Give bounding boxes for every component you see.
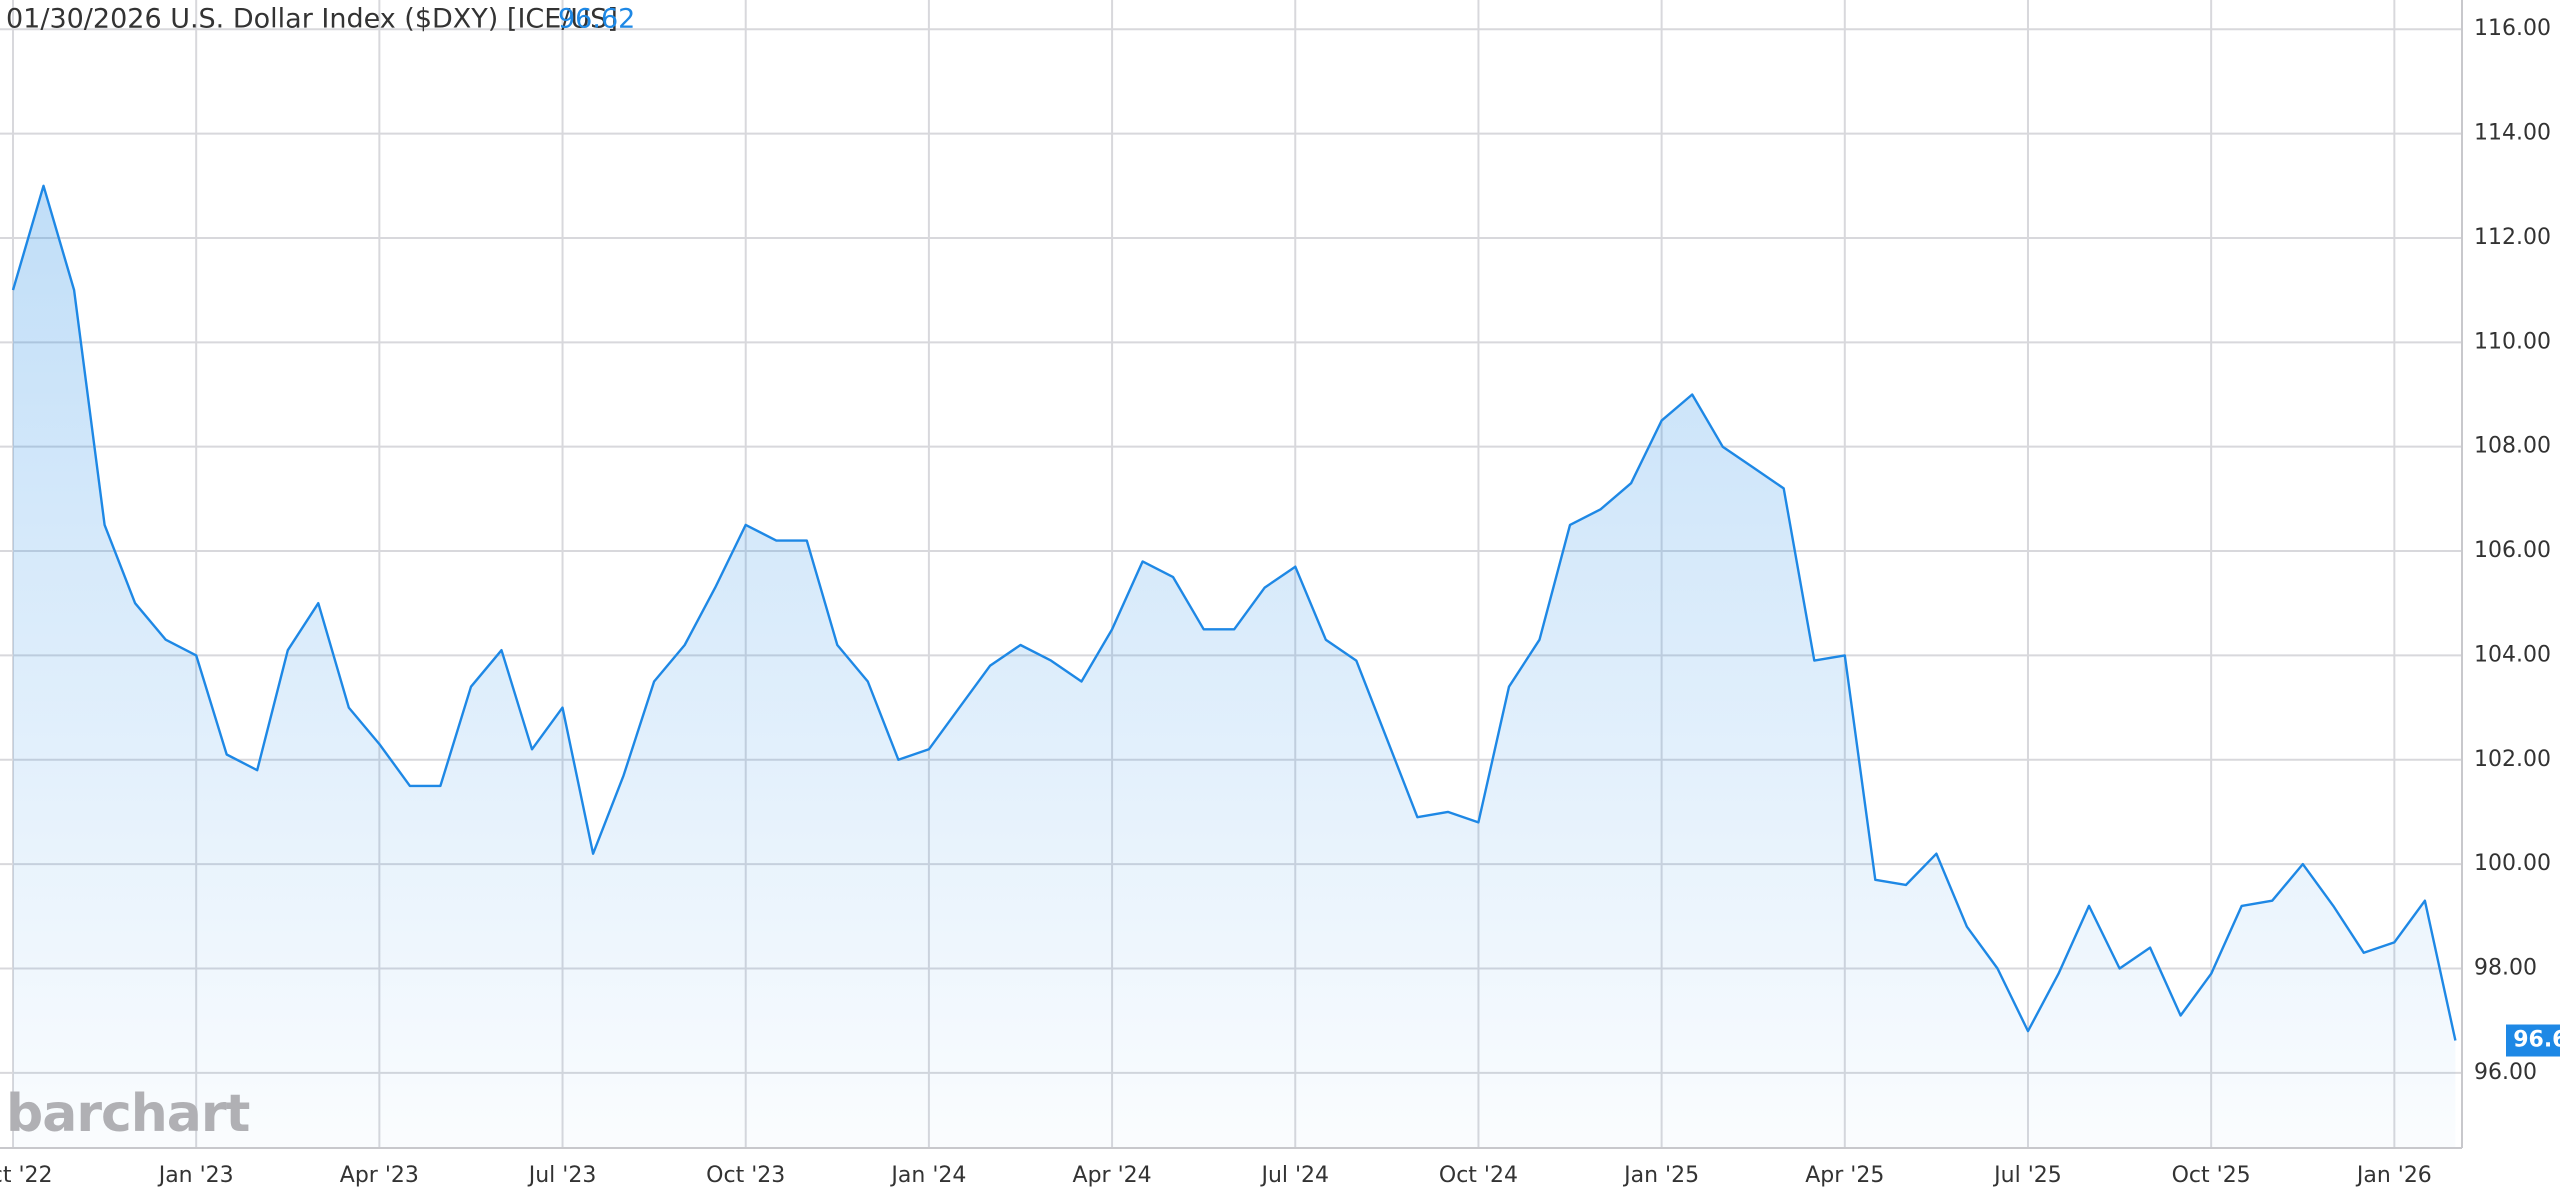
y-tick-label: 114.00 xyxy=(2474,121,2551,146)
y-tick-label: 96.00 xyxy=(2474,1060,2537,1085)
price-label: 96.62 xyxy=(2513,1028,2560,1053)
x-tick-label: Jan '26 xyxy=(2355,1163,2432,1188)
x-tick-label: Oct '25 xyxy=(2172,1163,2251,1188)
x-tick-label: Oct '22 xyxy=(0,1163,53,1188)
y-tick-label: 112.00 xyxy=(2474,225,2551,250)
x-tick-label: Jul '23 xyxy=(527,1163,597,1188)
x-tick-label: Apr '24 xyxy=(1073,1163,1152,1188)
y-tick-label: 102.00 xyxy=(2474,747,2551,772)
y-tick-label: 108.00 xyxy=(2474,434,2551,459)
x-tick-label: Jan '24 xyxy=(889,1163,966,1188)
y-tick-label: 98.00 xyxy=(2474,955,2537,980)
x-tick-label: Oct '23 xyxy=(706,1163,785,1188)
x-tick-label: Jul '25 xyxy=(1992,1163,2062,1188)
y-tick-label: 100.00 xyxy=(2474,851,2551,876)
area xyxy=(13,185,2456,1149)
line xyxy=(11,184,2457,1041)
x-tick-label: Oct '24 xyxy=(1439,1163,1518,1188)
x-tick-label: Apr '25 xyxy=(1805,1163,1884,1188)
y-tick-label: 106.00 xyxy=(2474,538,2551,563)
x-tick-label: Jul '24 xyxy=(1259,1163,1329,1188)
x-tick-label: Jan '25 xyxy=(1622,1163,1699,1188)
price-box xyxy=(2506,1024,2560,1057)
watermark: barchart xyxy=(6,1084,250,1144)
y-tick-label: 116.00 xyxy=(2474,16,2551,41)
last-value: 96.62 xyxy=(558,4,635,35)
x-tick-label: Apr '23 xyxy=(340,1163,419,1188)
x-tick-label: Jan '23 xyxy=(157,1163,234,1188)
y-tick-label: 104.00 xyxy=(2474,642,2551,667)
y-tick-label: 110.00 xyxy=(2474,329,2551,354)
chart-title: 01/30/2026 U.S. Dollar Index ($DXY) [ICE… xyxy=(6,4,618,35)
